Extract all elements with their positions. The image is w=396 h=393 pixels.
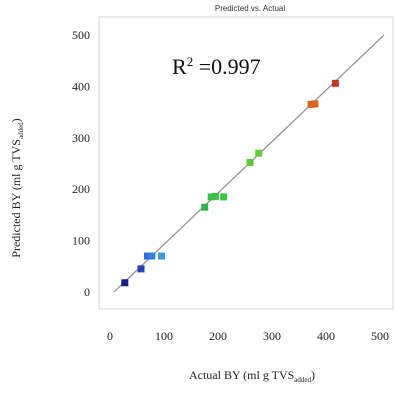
chart-title: Predicted vs. Actual [215,4,285,13]
data-point [207,193,215,201]
data-point [121,279,129,287]
data-point [212,192,220,200]
data-point [158,252,166,260]
y-tick-label: 200 [72,182,90,196]
data-point [143,252,151,260]
x-tick-label: 100 [155,329,173,343]
y-tick-label: 500 [72,28,90,42]
data-point [255,149,263,157]
x-tick-label: 400 [317,329,335,343]
y-tick-label: 0 [84,285,90,299]
data-point [137,265,145,273]
y-tick-label: 100 [72,234,90,248]
data-point [201,203,209,211]
y-axis-label: Predicted BY (ml g TVSadded) [9,118,25,257]
y-tick-label: 300 [72,131,90,145]
data-point [246,158,254,166]
data-point [220,193,228,201]
x-tick-label: 300 [263,329,281,343]
x-axis-label: Actual BY (ml g TVSadded) [189,368,315,384]
data-point [311,100,319,108]
plot-frame [98,16,394,310]
r-squared-annotation: R2 =0.997 [172,54,261,79]
y-tick-label: 400 [72,79,90,93]
data-point [148,252,156,260]
x-tick-label: 200 [209,329,227,343]
x-tick-label: 500 [371,329,389,343]
data-point [331,79,339,87]
data-point [307,100,315,108]
x-tick-label: 0 [107,329,113,343]
